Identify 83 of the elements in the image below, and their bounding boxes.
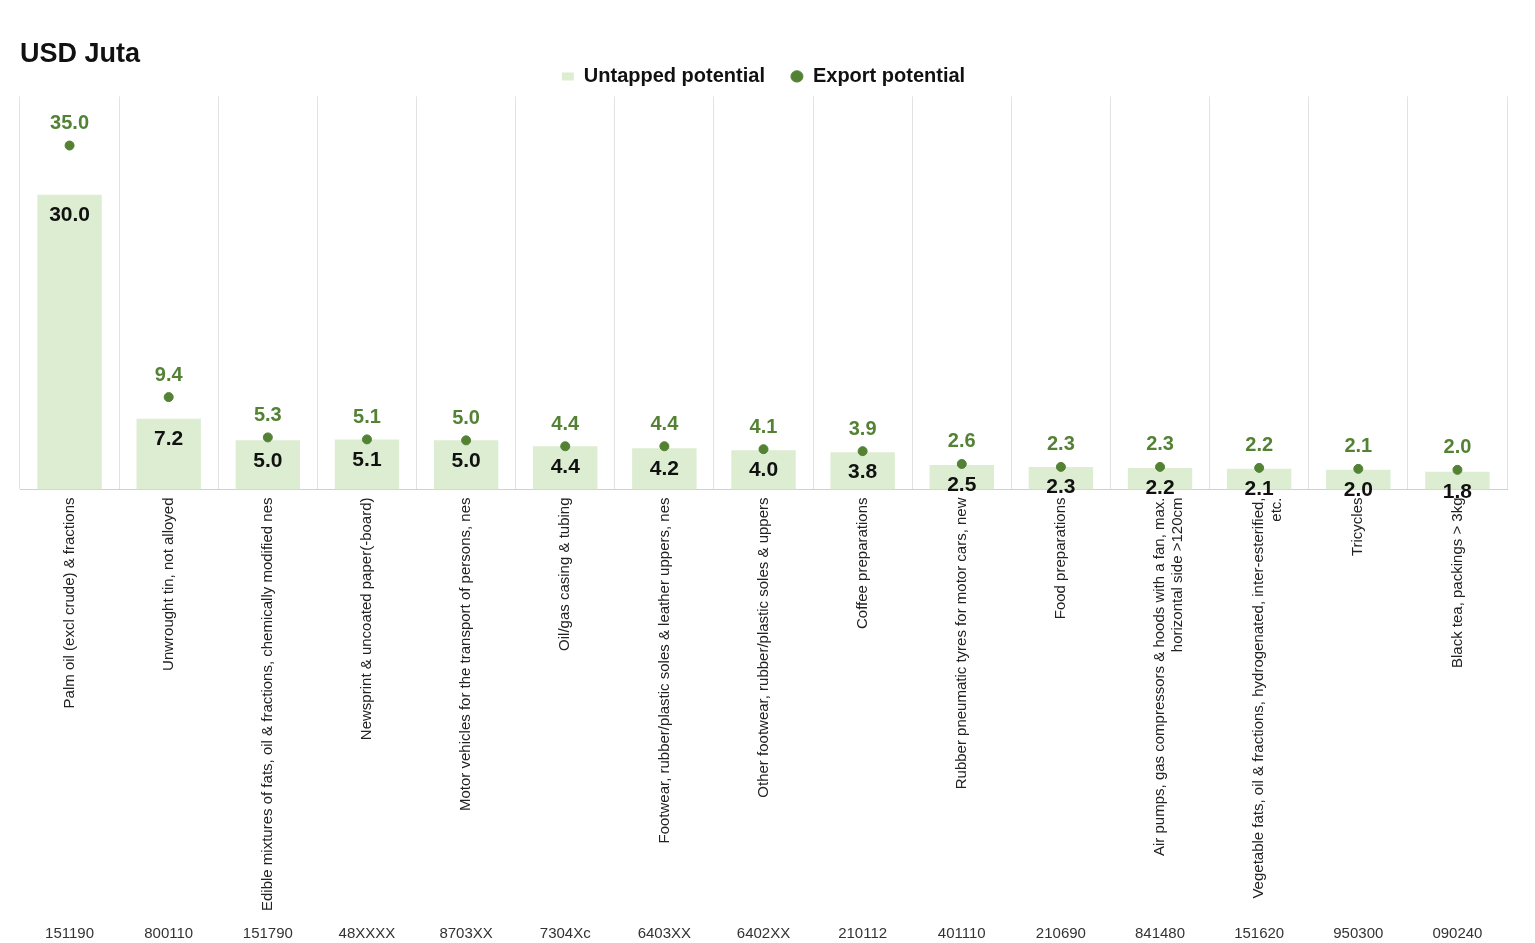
x-tick-label: Unwrought tin, not alloyed: [158, 497, 176, 671]
text: 090240: [1432, 923, 1483, 941]
legend-label: Untapped potential: [583, 63, 765, 86]
data-label: 5.0: [452, 405, 481, 428]
data-label: 2.1: [1344, 434, 1373, 457]
text: 151790: [242, 923, 293, 941]
bar: [37, 194, 102, 490]
data-label: 2.2: [1145, 475, 1175, 499]
x-tick-label: Rubber pneumatic tyres for motor cars, new: [951, 497, 969, 790]
data-label: 30.0: [49, 201, 90, 225]
legend-label: Export potential: [812, 63, 966, 86]
x-tick-label: Footwear, rubber/plastic soles & leather uppers, nes: [654, 497, 672, 844]
data-label: 2.6: [947, 429, 976, 452]
point: [857, 446, 868, 457]
point: [1254, 462, 1265, 473]
point: [1452, 464, 1463, 475]
x-tick-label: Air pumps, gas compressors & hoods with a fan, max. horizontal side >120cm: [1150, 497, 1186, 856]
data-label: 4.0: [748, 457, 779, 481]
text: 7304Xc: [539, 923, 592, 941]
data-label: 35.0: [50, 111, 90, 134]
data-label: 2.3: [1046, 432, 1075, 455]
data-label: 4.4: [650, 411, 680, 434]
data-label: 4.1: [749, 414, 778, 437]
text: 401110: [937, 923, 986, 941]
x-tick-label: Palm oil (excl crude) & fractions: [59, 497, 77, 709]
x-tick-label: Oil/gas casing & tubing: [555, 497, 573, 651]
data-label: 5.0: [253, 447, 283, 471]
point: [1055, 461, 1066, 472]
data-label: 2.3: [1046, 474, 1076, 498]
point: [1353, 463, 1364, 474]
x-tick-label: Black tea, packings > 3kg: [1447, 497, 1465, 669]
data-label: 9.4: [154, 362, 184, 385]
text: 151620: [1234, 923, 1285, 941]
bar: [632, 448, 697, 490]
text: 841480: [1135, 923, 1186, 941]
bar: [533, 446, 598, 490]
data-label: 5.3: [253, 402, 282, 425]
data-label: 4.4: [550, 453, 581, 477]
chart-title: USD Juta: [20, 37, 142, 68]
point: [560, 441, 571, 452]
text: 950300: [1333, 923, 1384, 941]
point: [956, 458, 967, 469]
point: [1155, 461, 1166, 472]
data-label: 5.0: [451, 447, 481, 471]
bar: [334, 439, 400, 490]
point: [758, 444, 769, 455]
text: 8703XX: [439, 923, 493, 941]
data-label: 2.3: [1146, 432, 1174, 455]
point: [163, 392, 174, 403]
x-tick-label: Edible mixtures of fats, oil & fractions, chemically modified nes: [257, 497, 275, 912]
data-label: 2.1: [1244, 476, 1275, 500]
text: 6403XX: [637, 923, 692, 941]
text: 210690: [1035, 923, 1086, 941]
data-label: 7.2: [154, 426, 184, 450]
bar: [433, 440, 499, 490]
x-tick-label: Coffee preparations: [852, 497, 870, 629]
point: [64, 140, 75, 151]
data-label: 2.2: [1245, 433, 1274, 456]
x-tick-label: Other footwear, rubber/plastic soles & uppers: [753, 497, 771, 798]
bar: [731, 450, 796, 490]
data-label: 3.8: [848, 459, 878, 483]
x-tick-label: Motor vehicles for the transport of persons, nes: [456, 497, 474, 811]
x-tick-label: Food preparations: [1051, 497, 1069, 620]
point: [461, 435, 472, 446]
data-label: 5.1: [353, 404, 381, 427]
x-tick-label: Vegetable fats, oil & fractions, hydrogenated, inter-esterified, etc.: [1249, 497, 1285, 899]
point: [262, 432, 273, 443]
data-label: 2.5: [947, 472, 977, 496]
data-label: 2.0: [1443, 435, 1472, 458]
text: 800110: [144, 923, 194, 941]
text: 48XXXX: [338, 923, 396, 941]
data-label: 5.1: [352, 446, 382, 470]
data-label: 4.4: [551, 411, 581, 434]
point: [361, 434, 372, 445]
bar: [235, 440, 301, 490]
bar: [136, 418, 201, 490]
text: 210112: [838, 923, 888, 941]
text: 151190: [45, 923, 95, 941]
text: 6402XX: [736, 923, 791, 941]
data-label: 4.2: [649, 455, 679, 479]
data-label: 3.9: [848, 416, 877, 439]
point: [659, 441, 670, 452]
x-tick-label: Newsprint & uncoated paper(-board): [357, 497, 375, 741]
